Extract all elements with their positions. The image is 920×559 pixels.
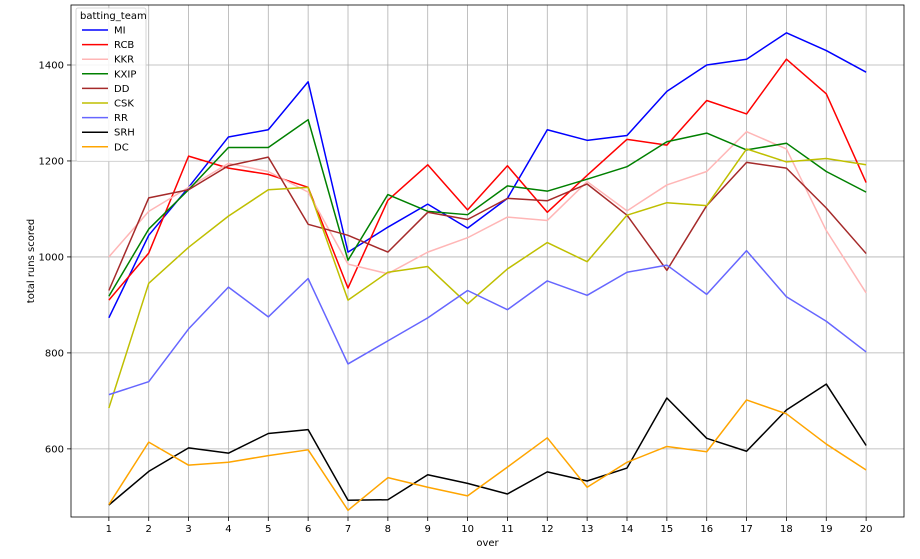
series-line-dc: [108, 399, 867, 512]
grid: [71, 5, 904, 517]
series-line-rcb: [108, 58, 867, 301]
x-tick-label: 19: [820, 524, 833, 535]
legend-label-dc: DC: [114, 142, 129, 153]
series-line-kkr: [108, 130, 867, 294]
x-tick-label: 9: [425, 524, 431, 535]
x-tick-label: 17: [740, 524, 753, 535]
x-tick-label: 5: [265, 524, 271, 535]
x-axis-ticks: 1 2 3 4 5 6 7 8 9 10 11 12 13 14 15 16 17 18 19 20: [106, 517, 873, 535]
x-tick-label: 14: [621, 524, 634, 535]
series-line-rr: [108, 249, 867, 396]
y-tick-label: 800: [45, 348, 64, 359]
x-tick-label: 6: [305, 524, 311, 535]
y-axis-label: total runs scored: [26, 219, 37, 303]
x-axis-label: over: [476, 538, 499, 549]
legend: batting_team MI RCB KKR KXIP DD CSK RR SRH DC: [75, 7, 147, 162]
x-tick-label: 16: [700, 524, 713, 535]
x-tick-label: 13: [581, 524, 594, 535]
legend-label-csk: CSK: [114, 99, 134, 110]
y-tick-label: 1200: [39, 156, 64, 167]
legend-box: [75, 7, 147, 162]
x-tick-label: 3: [185, 524, 191, 535]
legend-title: batting_team: [80, 11, 147, 22]
legend-label-rcb: RCB: [114, 40, 134, 51]
series-line-kxip: [108, 118, 867, 297]
legend-label-mi: MI: [114, 26, 126, 37]
x-tick-label: 1: [106, 524, 112, 535]
series-lines: [108, 32, 867, 512]
legend-label-rr: RR: [114, 113, 128, 124]
series-line-csk: [108, 148, 867, 409]
y-tick-label: 1000: [39, 252, 64, 263]
y-tick-label: 600: [45, 444, 64, 455]
x-tick-label: 15: [660, 524, 673, 535]
x-tick-label: 2: [146, 524, 152, 535]
legend-label-kxip: KXIP: [114, 69, 136, 80]
plot-frame: [70, 4, 905, 518]
legend-label-kkr: KKR: [114, 55, 134, 66]
x-tick-label: 18: [780, 524, 793, 535]
x-tick-label: 7: [345, 524, 351, 535]
series-line-dd: [108, 156, 867, 291]
y-axis-ticks: 600 800 1000 1200 1400: [39, 60, 71, 455]
x-tick-label: 10: [461, 524, 474, 535]
series-line-srh: [108, 383, 867, 506]
x-tick-label: 4: [225, 524, 231, 535]
x-tick-label: 12: [541, 524, 554, 535]
series-line-mi: [108, 32, 867, 319]
x-tick-label: 8: [385, 524, 391, 535]
legend-label-srh: SRH: [114, 128, 135, 139]
y-tick-label: 1400: [39, 60, 64, 71]
x-tick-label: 11: [501, 524, 514, 535]
x-tick-label: 20: [860, 524, 873, 535]
legend-label-dd: DD: [114, 84, 130, 95]
